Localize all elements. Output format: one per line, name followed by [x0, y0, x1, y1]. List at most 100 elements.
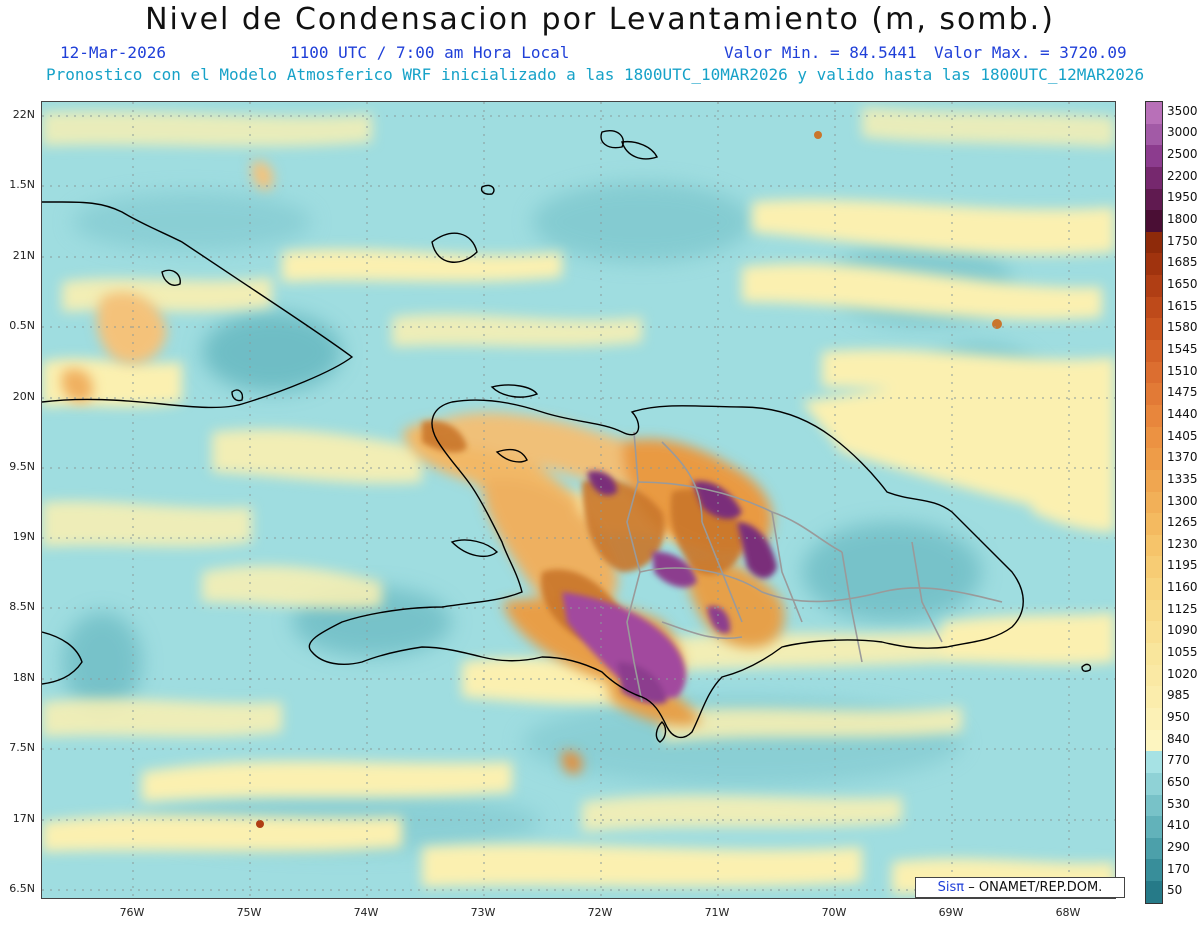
colorbar-swatch [1146, 210, 1162, 232]
colorbar-label: 3500 [1167, 103, 1198, 118]
colorbar-swatch [1146, 837, 1162, 860]
colorbar-label: 530 [1167, 796, 1190, 811]
colorbar-label: 1195 [1167, 558, 1198, 573]
colorbar-swatch [1146, 556, 1162, 579]
colorbar-swatch [1146, 578, 1162, 600]
lat-label: 22N [12, 108, 35, 121]
colorbar-label: 1370 [1167, 450, 1198, 465]
colorbar-swatch [1146, 491, 1162, 514]
brand-logo: Sisπ [937, 880, 965, 895]
shading-purple [562, 470, 777, 704]
graticule [42, 102, 1115, 898]
lon-label: 70W [821, 906, 847, 919]
colorbar-label: 950 [1167, 709, 1190, 724]
colorbar-swatch [1146, 469, 1162, 492]
colorbar-swatch [1146, 361, 1162, 384]
lon-label: 73W [470, 906, 496, 919]
provincial-borders [626, 431, 1003, 703]
colorbar-swatch [1146, 729, 1162, 752]
colorbar-label: 1020 [1167, 666, 1198, 681]
colorbar-label: 3000 [1167, 125, 1198, 140]
colorbar-label: 410 [1167, 818, 1190, 833]
colorbar-swatch [1146, 166, 1162, 189]
lon-label: 68W [1055, 906, 1081, 919]
coastlines [42, 130, 1092, 743]
hotspot-marker [992, 319, 1002, 329]
colorbar-swatch [1146, 643, 1162, 665]
lon-label: 75W [236, 906, 262, 919]
cuba-coast [42, 201, 354, 409]
colorbar-label: 1265 [1167, 515, 1198, 530]
colorbar-swatch [1146, 426, 1162, 449]
colorbar-swatch [1146, 253, 1162, 276]
hotspot-marker [256, 820, 264, 828]
lat-label: 7.5N [9, 741, 35, 754]
colorbar-label: 1545 [1167, 341, 1198, 356]
colorbar-label: 1090 [1167, 623, 1198, 638]
model-subtitle: Pronostico con el Modelo Atmosferico WRF… [46, 65, 1145, 84]
lat-label: 9.5N [9, 460, 35, 473]
colorbar-swatch [1146, 816, 1162, 838]
colorbar-label: 1300 [1167, 493, 1198, 508]
map-title: Nivel de Condensacion por Levantamiento … [145, 2, 1055, 37]
colorbar-label: 1160 [1167, 580, 1198, 595]
colorbar-swatch [1146, 794, 1162, 817]
lat-label: 20N [12, 390, 35, 403]
colorbar-label: 1800 [1167, 212, 1198, 227]
lat-label: 8.5N [9, 600, 35, 613]
colorbar-label: 1685 [1167, 255, 1198, 270]
map-panel [41, 101, 1116, 899]
colorbar-label: 2500 [1167, 147, 1198, 162]
hispaniola-coast [308, 399, 1024, 739]
colorbar-swatch [1146, 448, 1162, 470]
colorbar-label: 1650 [1167, 277, 1198, 291]
colorbar-swatch [1146, 772, 1162, 795]
colorbar-label: 2200 [1167, 168, 1198, 183]
colorbar-swatch [1146, 318, 1162, 341]
colorbar-swatch [1146, 383, 1162, 405]
lat-label: 21N [12, 249, 35, 262]
colorbar-label: 1440 [1167, 406, 1198, 421]
lon-label: 72W [587, 906, 613, 919]
colorbar-swatch [1146, 340, 1162, 362]
lat-label: 17N [12, 812, 35, 825]
lon-label: 74W [353, 906, 379, 919]
colorbar-label: 1405 [1167, 428, 1198, 443]
forecast-date: 12-Mar-2026 [60, 43, 166, 62]
colorbar-label: 1580 [1167, 320, 1198, 335]
colorbar-swatch [1146, 123, 1162, 146]
colorbar-swatch [1146, 534, 1162, 557]
lon-label: 76W [119, 906, 145, 919]
map-canvas [42, 102, 1115, 898]
colorbar-label: 170 [1167, 861, 1190, 876]
colorbar-label: 650 [1167, 774, 1190, 789]
colorbar-label: 1335 [1167, 471, 1198, 486]
colorbar-swatch [1146, 296, 1162, 319]
credit-box: Sisπ – ONAMET/REP.DOM. [915, 877, 1125, 898]
colorbar-swatch [1146, 686, 1162, 708]
colorbar-swatch [1146, 881, 1162, 903]
colorbar [1145, 101, 1163, 904]
colorbar-label: 1950 [1167, 190, 1198, 205]
colorbar-swatch [1146, 145, 1162, 167]
colorbar-label: 840 [1167, 731, 1190, 746]
colorbar-label: 1475 [1167, 385, 1198, 400]
hotspot-marker [814, 131, 822, 139]
colorbar-label: 1125 [1167, 601, 1198, 616]
lat-label: 18N [12, 671, 35, 684]
colorbar-label: 1055 [1167, 645, 1198, 660]
colorbar-label: 1230 [1167, 536, 1198, 551]
forecast-time: 1100 UTC / 7:00 am Hora Local [290, 43, 570, 62]
colorbar-swatch [1146, 664, 1162, 687]
colorbar-label: 1615 [1167, 298, 1198, 313]
colorbar-swatch [1146, 751, 1162, 773]
lat-label: 1.5N [9, 178, 35, 191]
colorbar-label: 1750 [1167, 233, 1198, 248]
colorbar-swatch [1146, 859, 1162, 882]
lon-label: 71W [704, 906, 730, 919]
colorbar-swatch [1146, 599, 1162, 622]
colorbar-label: 1510 [1167, 363, 1198, 378]
colorbar-swatch [1146, 275, 1162, 297]
colorbar-swatch [1146, 707, 1162, 730]
colorbar-swatch [1146, 513, 1162, 535]
